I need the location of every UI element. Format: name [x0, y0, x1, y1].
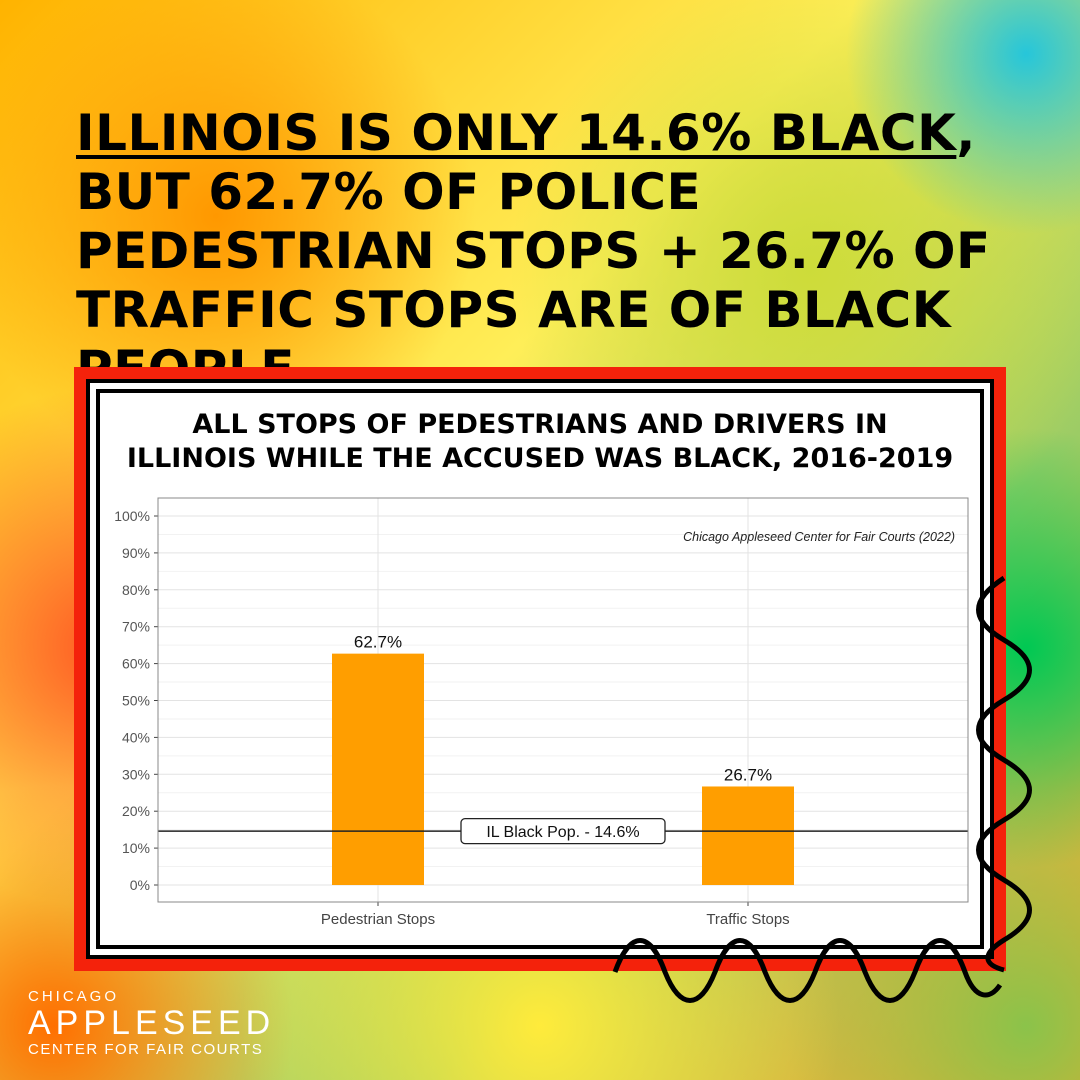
y-tick-label: 0% — [130, 877, 150, 893]
y-tick-label: 60% — [122, 656, 150, 672]
y-tick-label: 40% — [122, 729, 150, 745]
chart-title: All stops of pedestrians and drivers in … — [96, 408, 984, 476]
y-tick-label: 10% — [122, 840, 150, 856]
source-note: Chicago Appleseed Center for Fair Courts… — [683, 530, 955, 544]
y-tick-label: 30% — [122, 766, 150, 782]
chart-title-line2: Illinois while the accused was Black, 20… — [126, 443, 954, 474]
logo-line1: CHICAGO — [28, 988, 120, 1005]
x-tick-label: Traffic Stops — [706, 911, 789, 928]
y-tick-label: 70% — [122, 619, 150, 635]
y-tick-label: 20% — [122, 803, 150, 819]
headline-underlined: Illinois is only 14.6% Black — [76, 104, 957, 162]
reference-line-label-box — [460, 817, 666, 845]
bar-traffic-stops — [702, 786, 794, 885]
logo-line3: CENTER FOR FAIR COURTS — [28, 1041, 264, 1058]
bar-pedestrian-stops — [332, 653, 424, 885]
appleseed-logo: CHICAGO APPLESEED CENTER FOR FAIR COURTS — [28, 988, 275, 1058]
x-tick-label: Pedestrian Stops — [321, 911, 435, 928]
reference-line-label: IL Black Pop. - 14.6% — [486, 824, 639, 841]
headline: Illinois is only 14.6% Black, but 62.7% … — [76, 104, 1036, 399]
logo-line2: APPLESEED — [28, 1004, 276, 1042]
squiggle-bottom — [612, 938, 1003, 1003]
y-tick-label: 80% — [122, 582, 150, 598]
y-tick-label: 90% — [122, 545, 150, 561]
bar-value-label: 62.7% — [354, 633, 402, 652]
chart-title-line1: All stops of pedestrians and drivers in — [192, 409, 888, 440]
y-tick-label: 100% — [114, 508, 150, 524]
bar-value-label: 26.7% — [724, 765, 772, 784]
squiggle-right — [976, 575, 1032, 973]
plot-border — [157, 497, 969, 903]
y-tick-label: 50% — [122, 693, 150, 709]
